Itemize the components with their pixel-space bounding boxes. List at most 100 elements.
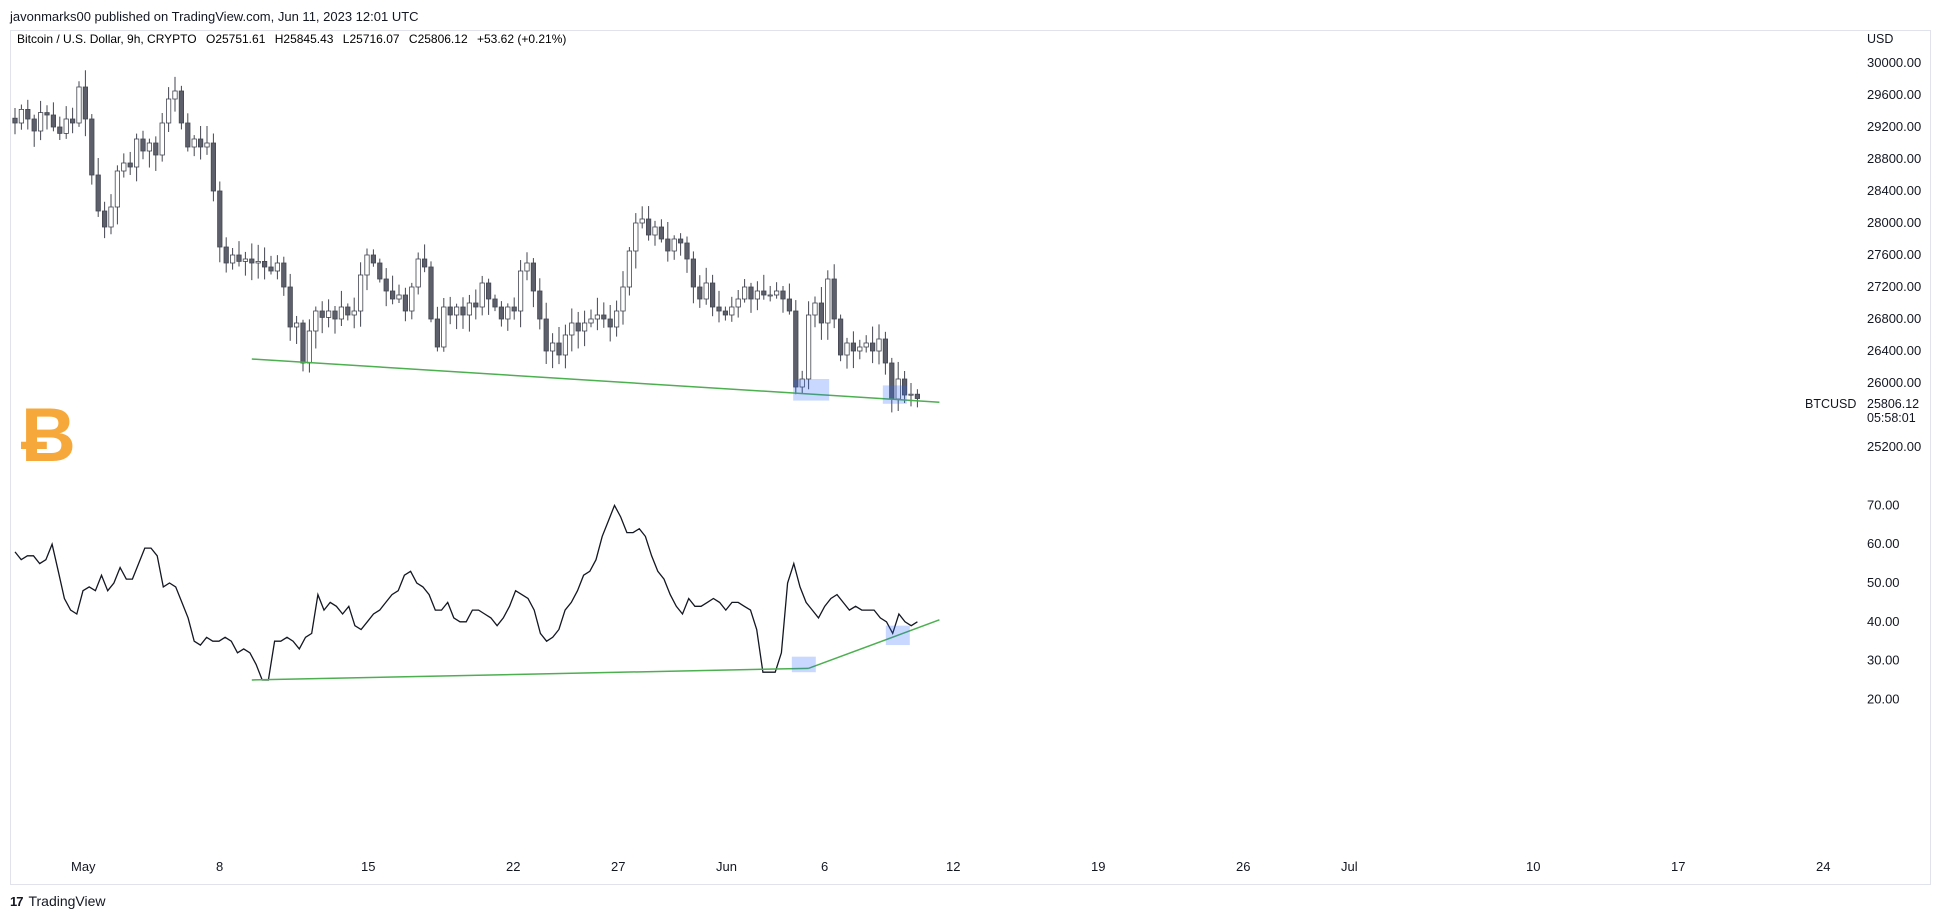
oscillator-trendline[interactable] — [251, 667, 809, 681]
chart-frame[interactable]: Bitcoin / U.S. Dollar, 9h, CRYPTO O25751… — [10, 30, 1931, 885]
footer: 17 TradingView — [10, 893, 106, 909]
candle-body — [172, 90, 178, 100]
candle-body — [767, 294, 773, 297]
candle-body — [556, 342, 562, 356]
price-tick-label: 28800.00 — [1867, 151, 1921, 166]
candle-body — [63, 118, 69, 134]
oscillator-highlight-box[interactable] — [791, 656, 816, 673]
candle-body — [428, 266, 434, 320]
candle-body — [697, 286, 703, 300]
price-tick-label: 27200.00 — [1867, 279, 1921, 294]
candle-body — [799, 378, 805, 388]
candle-body — [383, 278, 389, 292]
candle-body — [25, 109, 31, 120]
candle-body — [415, 258, 421, 288]
candle-body — [447, 306, 453, 316]
candle-body — [453, 306, 460, 316]
time-tick-label: 26 — [1236, 859, 1250, 874]
legend-high-label: H — [275, 32, 284, 46]
price-tick-label: 29200.00 — [1867, 119, 1921, 134]
candle-body — [825, 278, 831, 324]
candle-body — [396, 294, 402, 300]
candle-body — [844, 342, 850, 356]
price-highlight-box[interactable] — [882, 385, 907, 404]
candle-body — [178, 90, 184, 124]
candle-body — [370, 254, 377, 264]
published-by-caption: javonmarks00 published on TradingView.co… — [10, 9, 419, 24]
candle-body — [748, 286, 754, 300]
candle-body — [338, 306, 345, 320]
candle-body — [678, 238, 684, 244]
candle-body — [575, 322, 581, 332]
candle-body — [44, 112, 50, 116]
candle-body — [517, 270, 524, 312]
candle-body — [786, 298, 793, 312]
candle-body — [684, 242, 690, 260]
price-tick-label: 26000.00 — [1867, 375, 1921, 390]
currency-label: USD — [1867, 32, 1893, 46]
candle-body — [140, 138, 146, 152]
candle-body — [255, 260, 261, 264]
price-highlight-box[interactable] — [793, 379, 830, 401]
candle-body — [473, 302, 479, 308]
chart-canvas[interactable]: Bitcoin / U.S. Dollar, 9h, CRYPTO O25751… — [11, 31, 1930, 884]
candle-body — [485, 282, 492, 300]
candle-body — [185, 122, 191, 148]
candle-body — [460, 306, 466, 316]
price-tick-label: 28400.00 — [1867, 183, 1921, 198]
candle-body — [236, 254, 242, 262]
bitcoin-logo-icon: Ƀ — [21, 393, 76, 478]
candle-body — [703, 282, 709, 300]
time-tick-label: 12 — [946, 859, 960, 874]
candle-body — [614, 310, 620, 328]
candle-body — [735, 298, 741, 308]
candle-body — [345, 306, 351, 316]
oscillator-trendline[interactable] — [808, 619, 940, 670]
candle-body — [505, 306, 511, 320]
candle-body — [114, 170, 120, 208]
candle-body — [377, 262, 383, 280]
tradingview-brand: TradingView — [28, 893, 106, 909]
candle-body — [569, 322, 575, 336]
candle-body — [89, 118, 95, 176]
candle-body — [658, 226, 665, 240]
time-tick-label: 10 — [1526, 859, 1540, 874]
candle-body — [818, 302, 825, 324]
candle-body — [402, 294, 409, 312]
candle-body — [633, 222, 639, 252]
oscillator-line — [14, 503, 918, 681]
candle-body — [293, 322, 300, 328]
candle-body — [37, 112, 44, 132]
candle-body — [332, 310, 338, 320]
candle-body — [281, 262, 287, 288]
oscillator-highlight-box[interactable] — [885, 625, 910, 646]
candle-body — [364, 254, 370, 276]
candle-body — [242, 258, 248, 262]
candle-body — [76, 86, 82, 124]
candle-body — [153, 142, 159, 156]
candle-body — [191, 138, 197, 148]
candle-body — [389, 290, 396, 300]
legend-close-label: C — [409, 32, 418, 46]
price-marker-value: 25806.12 — [1867, 397, 1919, 411]
oscillator-tick-label: 30.00 — [1867, 653, 1900, 668]
candle-body — [722, 310, 729, 316]
candle-body — [639, 218, 645, 224]
price-tick-label: 28000.00 — [1867, 215, 1921, 230]
legend-row: Bitcoin / U.S. Dollar, 9h, CRYPTO O25751… — [17, 32, 566, 46]
candle-body — [127, 162, 133, 168]
candle-body — [601, 314, 607, 320]
price-tick-label: 26800.00 — [1867, 311, 1921, 326]
candle-body — [710, 282, 716, 308]
price-marker-countdown: 05:58:01 — [1867, 411, 1916, 425]
candle-body — [671, 238, 677, 252]
price-support-trendline[interactable] — [251, 358, 940, 403]
time-tick-label: 8 — [216, 859, 223, 874]
candle-body — [588, 318, 594, 324]
candle-body — [434, 318, 441, 348]
legend-low-label: L — [343, 32, 350, 46]
candle-body — [646, 218, 652, 236]
candle-body — [550, 342, 556, 352]
candle-body — [261, 260, 268, 268]
candle-body — [351, 310, 357, 316]
